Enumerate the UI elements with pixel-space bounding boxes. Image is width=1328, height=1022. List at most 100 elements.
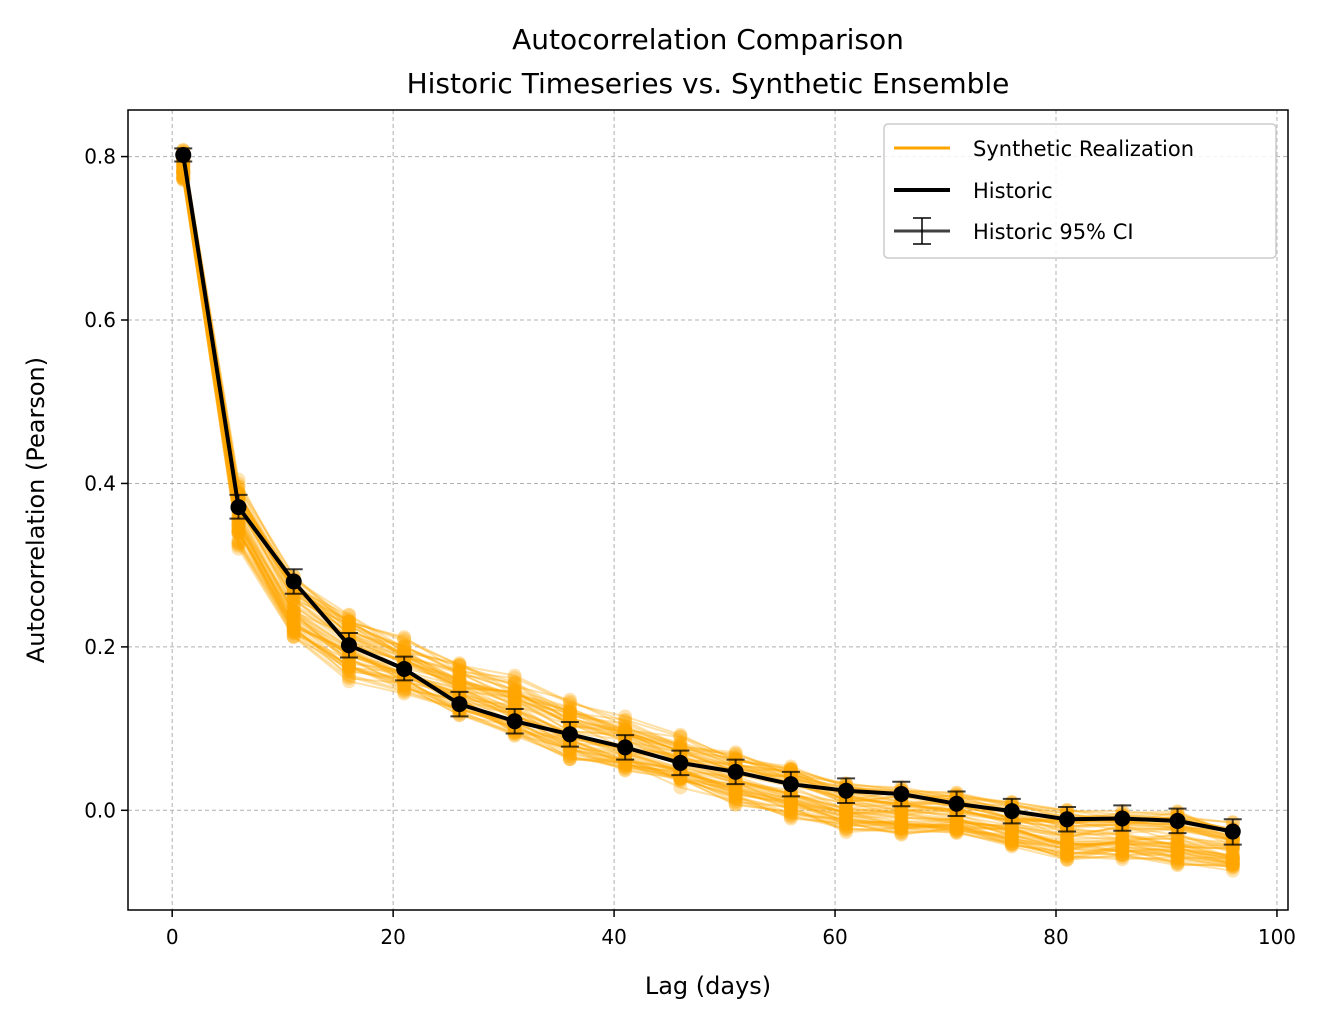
historic-point (175, 146, 192, 163)
y-tick-label: 0.8 (84, 145, 116, 169)
synthetic-point (507, 693, 522, 708)
synthetic-realization-line (182, 167, 1233, 863)
synthetic-point (1170, 845, 1185, 860)
synthetic-point (673, 739, 688, 754)
synthetic-point (231, 524, 246, 539)
legend-frame (883, 123, 1277, 259)
synthetic-realization-line (182, 172, 1234, 861)
synthetic-point (1170, 827, 1185, 842)
synthetic-point (949, 817, 964, 832)
synthetic-point (728, 746, 743, 761)
synthetic-point (562, 694, 577, 709)
synthetic-point (894, 816, 909, 831)
synthetic-point (894, 825, 909, 840)
synthetic-point (1115, 838, 1130, 853)
synthetic-point (1115, 833, 1130, 848)
synthetic-realization-line (182, 176, 1234, 861)
synthetic-point (231, 536, 246, 551)
synthetic-point (1115, 832, 1130, 847)
synthetic-point (452, 679, 467, 694)
synthetic-realization (176, 169, 1240, 878)
synthetic-point (231, 525, 246, 540)
synthetic-point (286, 618, 301, 633)
synthetic-point (1060, 839, 1075, 854)
synthetic-point (673, 741, 688, 756)
synthetic-point (562, 705, 577, 720)
synthetic-point (286, 617, 301, 632)
synthetic-point (949, 819, 964, 834)
synthetic-point (1115, 850, 1130, 865)
legend: Synthetic Realization Historic Historic … (883, 123, 1277, 259)
synthetic-point (1004, 836, 1019, 851)
synthetic-point (1060, 846, 1075, 861)
synthetic-point (286, 602, 301, 617)
synthetic-point (839, 807, 854, 822)
x-tick-label: 60 (822, 925, 847, 949)
synthetic-point (1170, 837, 1185, 852)
synthetic-point (397, 681, 412, 696)
synthetic-point (1060, 838, 1075, 853)
synthetic-point (341, 618, 356, 633)
synthetic-point (783, 799, 798, 814)
synthetic-point (452, 678, 467, 693)
synthetic-realization-line (182, 165, 1234, 859)
synthetic-point (1115, 843, 1130, 858)
synthetic-point (341, 618, 356, 633)
synthetic-point (1225, 850, 1240, 865)
synthetic-point (286, 591, 301, 606)
synthetic-point (839, 806, 854, 821)
synthetic-point (231, 513, 246, 528)
synthetic-point (1060, 835, 1075, 850)
synthetic-point (618, 726, 633, 741)
synthetic-point (618, 713, 633, 728)
synthetic-point (286, 619, 301, 634)
synthetic-point (894, 806, 909, 821)
synthetic-point (286, 621, 301, 636)
synthetic-point (562, 692, 577, 707)
synthetic-point (341, 659, 356, 674)
synthetic-realization-line (182, 172, 1234, 859)
synthetic-point (286, 592, 301, 607)
synthetic-point (1004, 828, 1019, 843)
synthetic-point (839, 811, 854, 826)
synthetic-point (728, 745, 743, 760)
synthetic-point (839, 809, 854, 824)
synthetic-point (728, 785, 743, 800)
synthetic-point (341, 660, 356, 675)
synthetic-point (507, 686, 522, 701)
synthetic-point (839, 815, 854, 830)
synthetic-point (949, 823, 964, 838)
synthetic-point (894, 804, 909, 819)
y-tick-label: 0.4 (84, 471, 116, 495)
synthetic-point (341, 658, 356, 673)
synthetic-realization-line (182, 155, 1234, 839)
synthetic-point (894, 819, 909, 834)
synthetic-point (1004, 837, 1019, 852)
legend-synthetic-label: Synthetic Realization (973, 137, 1194, 161)
synthetic-point (562, 700, 577, 715)
synthetic-point (783, 811, 798, 826)
synthetic-point (286, 605, 301, 620)
synthetic-point (452, 674, 467, 689)
synthetic-point (1004, 821, 1019, 836)
synthetic-point (894, 808, 909, 823)
synthetic-point (1225, 849, 1240, 864)
synthetic-point (1225, 860, 1240, 875)
synthetic-point (673, 780, 688, 795)
synthetic-point (894, 813, 909, 828)
synthetic-realization-line (182, 152, 1234, 837)
synthetic-point (1004, 833, 1019, 848)
synthetic-realization-line (182, 171, 1234, 860)
synthetic-point (618, 723, 633, 738)
synthetic-point (618, 726, 633, 741)
synthetic-point (286, 605, 301, 620)
synthetic-point (1115, 832, 1130, 847)
synthetic-point (894, 822, 909, 837)
synthetic-point (452, 677, 467, 692)
synthetic-point (341, 664, 356, 679)
synthetic-point (341, 614, 356, 629)
synthetic-point (1004, 829, 1019, 844)
synthetic-point (507, 674, 522, 689)
synthetic-point (286, 619, 301, 634)
synthetic-point (231, 533, 246, 548)
